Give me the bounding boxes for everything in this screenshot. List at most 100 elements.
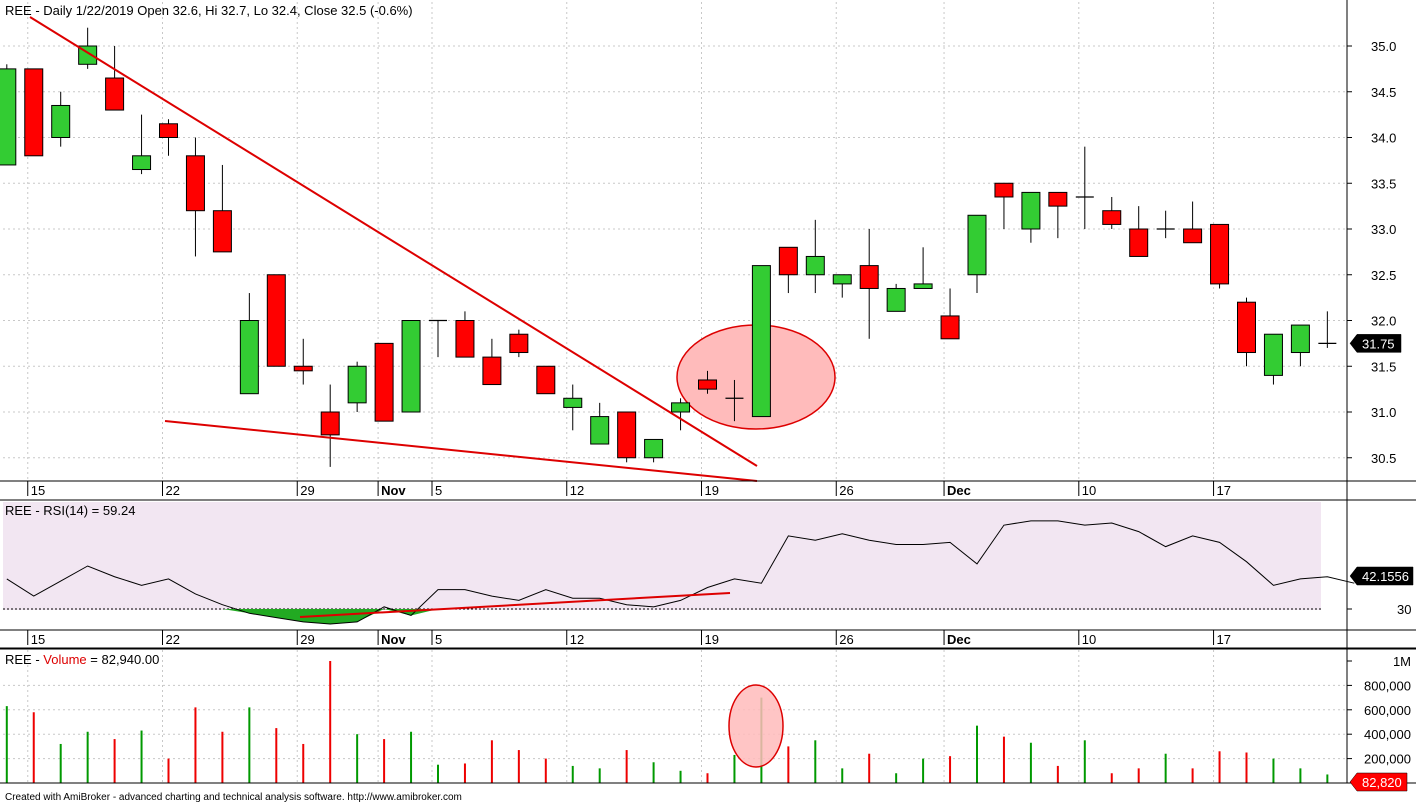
x-tick-label: 19	[705, 632, 719, 647]
candle-body-up	[913, 283, 933, 289]
candle	[778, 246, 798, 294]
candle-body-down	[536, 365, 556, 395]
candle	[401, 320, 421, 413]
candle-body-up	[1290, 324, 1310, 354]
x-tick-label: 17	[1217, 632, 1231, 647]
candle	[725, 379, 744, 422]
candle	[1290, 324, 1310, 367]
candle-body-up	[1263, 333, 1283, 376]
candle-body-down	[185, 155, 205, 212]
candle	[1156, 210, 1175, 239]
x-tick-label: 5	[435, 632, 442, 647]
candle	[590, 402, 610, 445]
price-y-tick-label: 31.0	[1371, 405, 1396, 420]
candle	[913, 247, 933, 289]
price-y-tick-label: 34.0	[1371, 131, 1396, 146]
candle	[644, 438, 664, 463]
candle	[563, 384, 583, 431]
rsi-series-line	[6, 520, 1355, 625]
candle-body-down	[320, 411, 340, 436]
candle	[1129, 206, 1149, 257]
candle	[266, 274, 286, 367]
price-last-value-marker: 31.75	[1349, 334, 1402, 353]
x-tick-label: Nov	[381, 483, 406, 498]
candle	[1021, 191, 1041, 243]
x-tick-label: 19	[705, 483, 719, 498]
x-tick-label: 26	[839, 632, 853, 647]
candle-body-down	[1129, 228, 1149, 257]
rsi-oversold-area	[222, 609, 438, 625]
candle-body-down	[1102, 210, 1122, 225]
rsi-y-tick-label: 30	[1397, 602, 1411, 617]
candle-body-up	[239, 320, 259, 395]
candle	[886, 283, 906, 312]
candle-body-down	[482, 356, 502, 386]
x-tick-label: 15	[31, 632, 45, 647]
candle	[805, 219, 825, 294]
price-last-value-marker-box	[1349, 334, 1402, 353]
candle-body-down	[1183, 228, 1203, 244]
downtrend-line	[29, 16, 758, 467]
candle-body-up	[590, 416, 610, 445]
price-chart-title: REE - Daily 1/22/2019 Open 32.6, Hi 32.7…	[5, 3, 413, 18]
price-candles	[0, 27, 1337, 467]
candle	[698, 370, 717, 394]
candle	[536, 365, 556, 395]
candle	[482, 338, 502, 386]
candle-body-up	[0, 68, 17, 166]
candle-body-down	[617, 411, 637, 459]
candle-body-down	[266, 274, 286, 367]
volume-y-tick-label: 600,000	[1364, 703, 1411, 718]
candle-body-up	[671, 402, 691, 413]
candle	[1183, 201, 1203, 244]
volume-highlight-circle	[728, 684, 784, 768]
price-y-tick-label: 33.0	[1371, 222, 1396, 237]
candle-body-up	[51, 104, 71, 138]
candle-body-down	[778, 246, 798, 276]
x-tick-label: 12	[570, 483, 584, 498]
candle	[239, 293, 259, 395]
price-y-tick-label: 31.5	[1371, 359, 1396, 374]
x-tick-label: 10	[1082, 632, 1096, 647]
volume-title-value: = 82,940.00	[87, 652, 160, 667]
candle	[1263, 333, 1283, 385]
candle-body-up	[886, 287, 906, 312]
volume-bars	[5, 661, 1329, 783]
candle	[51, 91, 71, 147]
candle-body-up	[132, 155, 152, 171]
candle	[1237, 297, 1256, 367]
x-tick-label: Dec	[947, 483, 971, 498]
candle-body-down	[698, 379, 717, 390]
y-axis-labels: 30.5 31.0 31.5 32.0 32.5 33.0 33.5 34.0 34.5 35.0…	[1347, 39, 1414, 792]
candle-body-down	[509, 333, 529, 354]
candle-body-up	[967, 214, 987, 276]
volume-chart-title: REE - Volume = 82,940.00	[5, 652, 159, 667]
x-tick-label: 10	[1082, 483, 1096, 498]
candle	[1048, 191, 1068, 239]
candle	[1102, 196, 1122, 229]
support-trendline	[164, 420, 758, 482]
candle-body-down	[293, 365, 313, 372]
candle-body-down	[1048, 191, 1068, 207]
x-tick-label: 26	[839, 483, 853, 498]
candle	[994, 182, 1014, 229]
candle	[24, 68, 44, 157]
candle-body-down	[859, 265, 879, 289]
price-y-tick-label: 33.5	[1371, 176, 1396, 191]
candle-body-down	[212, 210, 232, 253]
price-y-tick-label: 32.0	[1371, 314, 1396, 329]
candle	[185, 137, 205, 257]
x-tick-label: 17	[1217, 483, 1231, 498]
volume-last-value-marker-box	[1349, 772, 1408, 792]
candle-body-up	[1021, 191, 1041, 230]
x-tick-label: 29	[300, 632, 314, 647]
candle-body-down	[105, 77, 125, 111]
footer-credit: Created with AmiBroker - advanced charti…	[5, 792, 462, 803]
x-tick-label: Dec	[947, 632, 971, 647]
x-tick-label: 29	[300, 483, 314, 498]
rsi-line	[6, 520, 1355, 625]
volume-last-value-marker-label: 82,820	[1362, 775, 1402, 790]
rsi-oversold-fill	[222, 609, 438, 625]
candle	[832, 274, 852, 298]
